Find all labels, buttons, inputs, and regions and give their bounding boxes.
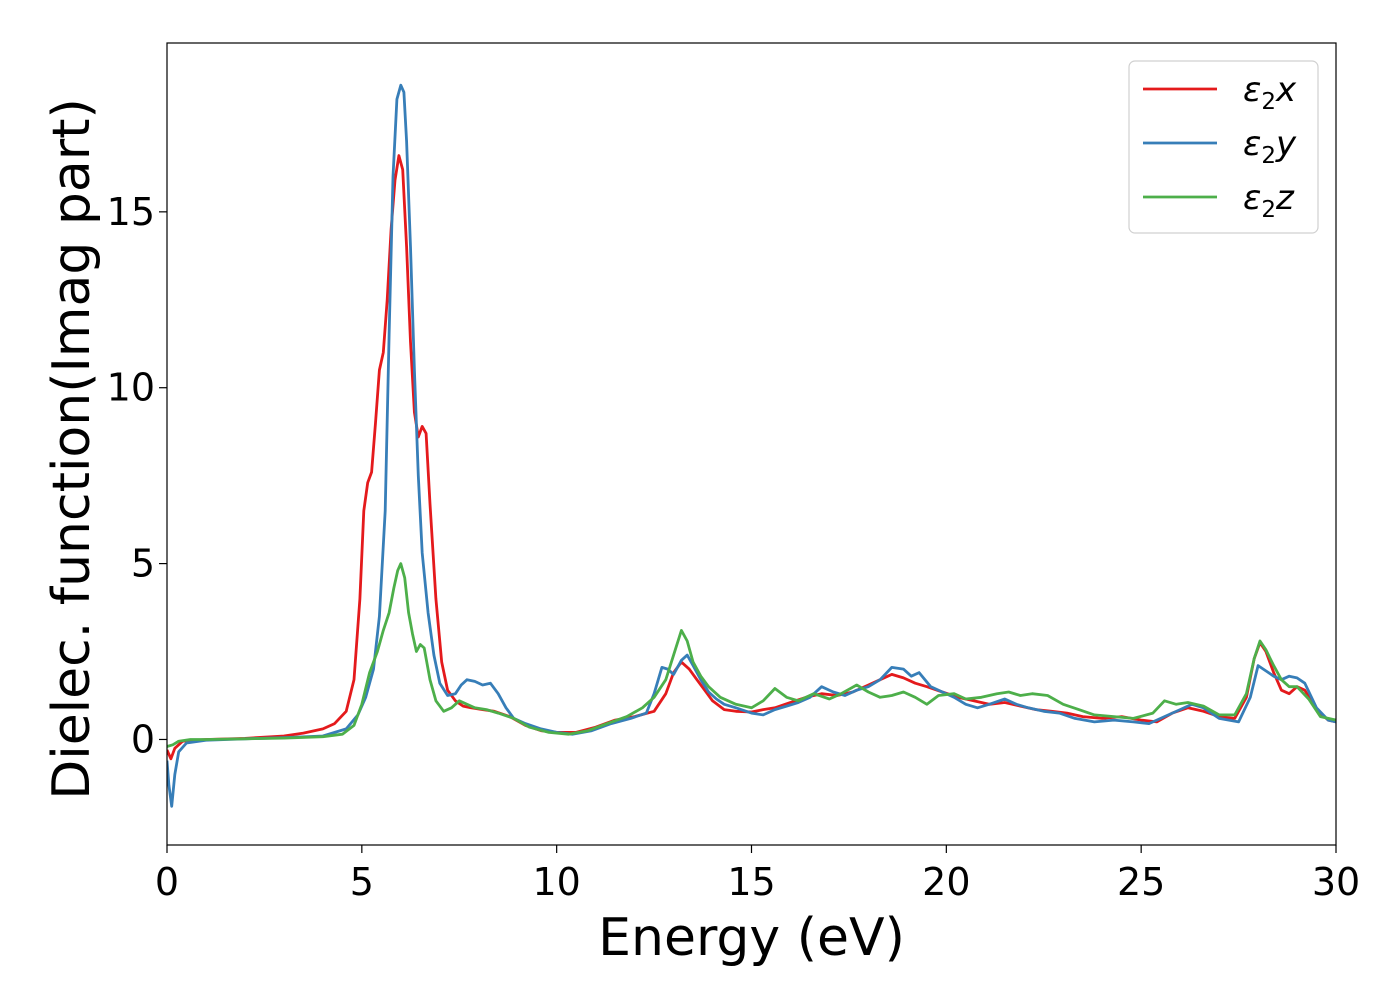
y-tick-label: 15: [107, 190, 155, 234]
legend-box: [1128, 60, 1319, 234]
legend-label-z: ε2z: [1243, 178, 1295, 223]
x-tick-label: 0: [155, 860, 179, 904]
series-layer: [167, 83, 1336, 808]
x-tick-label: 5: [350, 860, 374, 904]
legend-label-x: ε2x: [1243, 70, 1297, 115]
y-axis: 0 5 10 15: [107, 190, 167, 761]
legend-label-y: ε2y: [1243, 124, 1297, 169]
legend: ε2x ε2y ε2z: [1128, 60, 1319, 234]
x-tick-label: 10: [532, 860, 580, 904]
x-tick-label: 20: [922, 860, 970, 904]
y-tick-label: 5: [131, 542, 155, 586]
x-tick-label: 15: [727, 860, 775, 904]
x-axis: 0 5 10 15 20 25 30: [155, 845, 1360, 904]
series-line-z: [167, 562, 1336, 748]
series-line-y: [167, 83, 1336, 808]
y-tick-label: 10: [107, 366, 155, 410]
y-tick-label: 0: [131, 717, 155, 761]
x-axis-title: Energy (eV): [598, 908, 905, 968]
x-tick-label: 25: [1117, 860, 1165, 904]
y-axis-title: Dielec. function(Imag part): [42, 98, 102, 800]
x-tick-label: 30: [1312, 860, 1360, 904]
